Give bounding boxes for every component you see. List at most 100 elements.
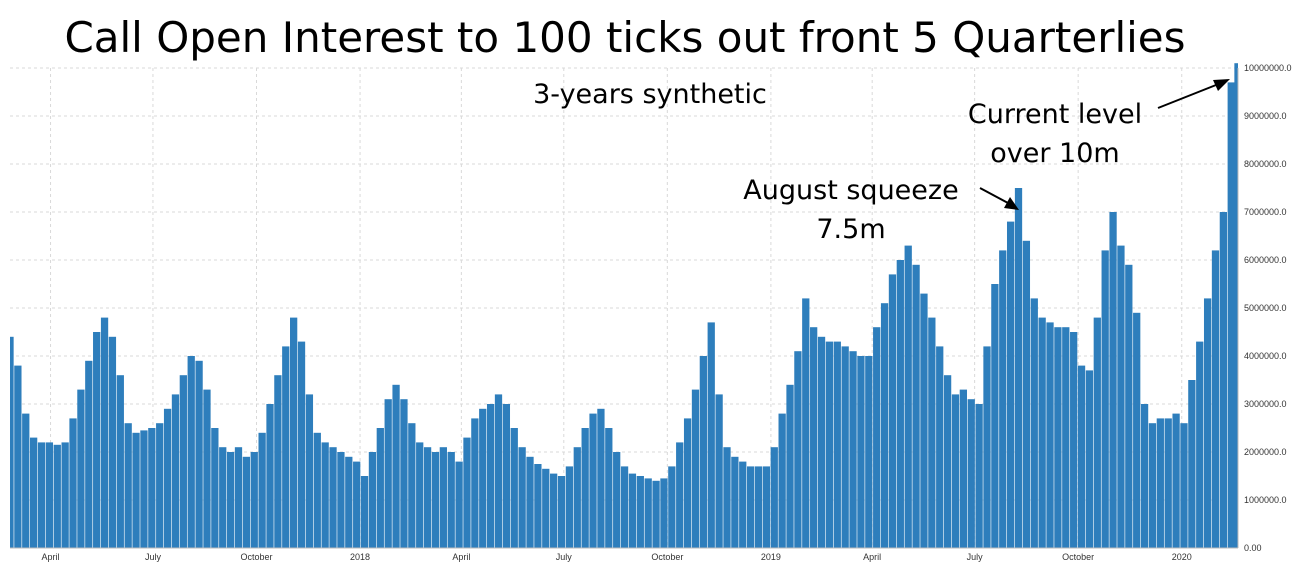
bar — [825, 341, 834, 548]
bar — [392, 384, 400, 548]
bar — [37, 442, 46, 548]
bar — [471, 418, 479, 548]
annotation-august-squeeze-line2: 7.5m — [816, 214, 885, 245]
bar — [1038, 317, 1046, 548]
bar — [1117, 245, 1125, 548]
bar — [431, 452, 440, 548]
bar — [865, 356, 873, 548]
bar — [171, 394, 180, 548]
x-tick-label: April — [452, 552, 470, 562]
x-tick-label: October — [651, 552, 683, 562]
bar — [912, 264, 920, 548]
bar — [518, 447, 526, 548]
bar — [187, 356, 195, 548]
y-tick-label: 3000000.0 — [1244, 399, 1287, 409]
bar — [100, 317, 109, 548]
bar — [69, 418, 77, 548]
annotation-current-level-line2: over 10m — [990, 138, 1119, 169]
x-tick-label: April — [863, 552, 881, 562]
bar — [1014, 188, 1023, 548]
bar — [305, 394, 314, 548]
bar — [463, 437, 471, 548]
bar — [163, 408, 172, 548]
bar — [873, 327, 881, 548]
bar — [1148, 423, 1157, 548]
y-tick-label: 9000000.0 — [1244, 111, 1287, 121]
bar — [195, 360, 203, 548]
bar — [628, 473, 637, 548]
bar — [1188, 380, 1196, 548]
bar-series — [10, 63, 1238, 549]
bar — [219, 447, 227, 548]
bar — [1006, 221, 1015, 548]
bar — [880, 303, 889, 548]
bar — [10, 336, 14, 548]
bar — [841, 346, 849, 548]
bar — [1125, 264, 1133, 548]
annotation-arrow-current-level — [1157, 79, 1230, 109]
bar — [802, 298, 810, 548]
x-tick-label: 2019 — [761, 552, 781, 562]
bar — [14, 365, 22, 548]
bar — [53, 444, 61, 548]
gridlines — [10, 67, 1238, 548]
bar — [597, 408, 605, 548]
bar — [613, 452, 621, 548]
bar — [376, 428, 384, 548]
bar — [833, 341, 841, 548]
bar — [148, 428, 156, 548]
bar — [888, 274, 897, 548]
bar — [329, 447, 337, 548]
bar — [707, 322, 715, 548]
bar — [746, 466, 755, 548]
bar — [652, 480, 660, 548]
bar — [754, 466, 763, 548]
bar — [1046, 322, 1054, 548]
bar — [644, 478, 652, 548]
bar — [266, 404, 274, 548]
bar — [1109, 212, 1117, 548]
annotation-august-squeeze-line1: August squeeze — [743, 175, 958, 206]
bar — [857, 356, 865, 548]
x-tick-label: 2018 — [350, 552, 370, 562]
bar — [1054, 327, 1062, 548]
bar — [124, 423, 132, 548]
bar — [565, 466, 574, 548]
y-axis-ticks: 0.00 1000000.0 2000000.0 3000000.0 4000000.0… — [1244, 63, 1292, 553]
bar — [943, 375, 952, 548]
bar — [61, 442, 69, 548]
bar — [896, 260, 904, 548]
bar — [849, 351, 857, 548]
bar — [486, 404, 495, 548]
chart-title: Call Open Interest to 100 ticks out fron… — [64, 13, 1185, 62]
bar — [1156, 418, 1164, 548]
chart-subtitle: 3-years synthetic — [533, 79, 767, 110]
x-tick-label: April — [42, 552, 60, 562]
x-tick-label: October — [1062, 552, 1094, 562]
bar — [140, 430, 148, 548]
bar — [557, 476, 566, 548]
bar — [817, 336, 826, 548]
bar — [423, 447, 432, 548]
bar — [1219, 212, 1228, 548]
bar — [1062, 327, 1070, 548]
y-tick-label: 10000000.0 — [1244, 63, 1292, 73]
y-tick-label: 4000000.0 — [1244, 351, 1287, 361]
bar — [211, 428, 219, 548]
bar — [975, 404, 983, 548]
bar — [676, 442, 684, 548]
bar — [502, 404, 511, 548]
annotation-arrow-august-squeeze — [979, 187, 1019, 210]
bar — [108, 336, 117, 548]
x-axis-ticks: April July October 2018 April July October 2019… — [42, 552, 1192, 562]
bar — [455, 461, 463, 548]
bar — [274, 375, 282, 548]
bar — [439, 447, 447, 548]
bar — [1227, 82, 1235, 549]
x-tick-label: July — [145, 552, 162, 562]
bar — [534, 464, 542, 548]
bar — [416, 442, 424, 548]
bar — [904, 245, 912, 548]
bar — [353, 461, 361, 548]
y-tick-label: 8000000.0 — [1244, 159, 1287, 169]
